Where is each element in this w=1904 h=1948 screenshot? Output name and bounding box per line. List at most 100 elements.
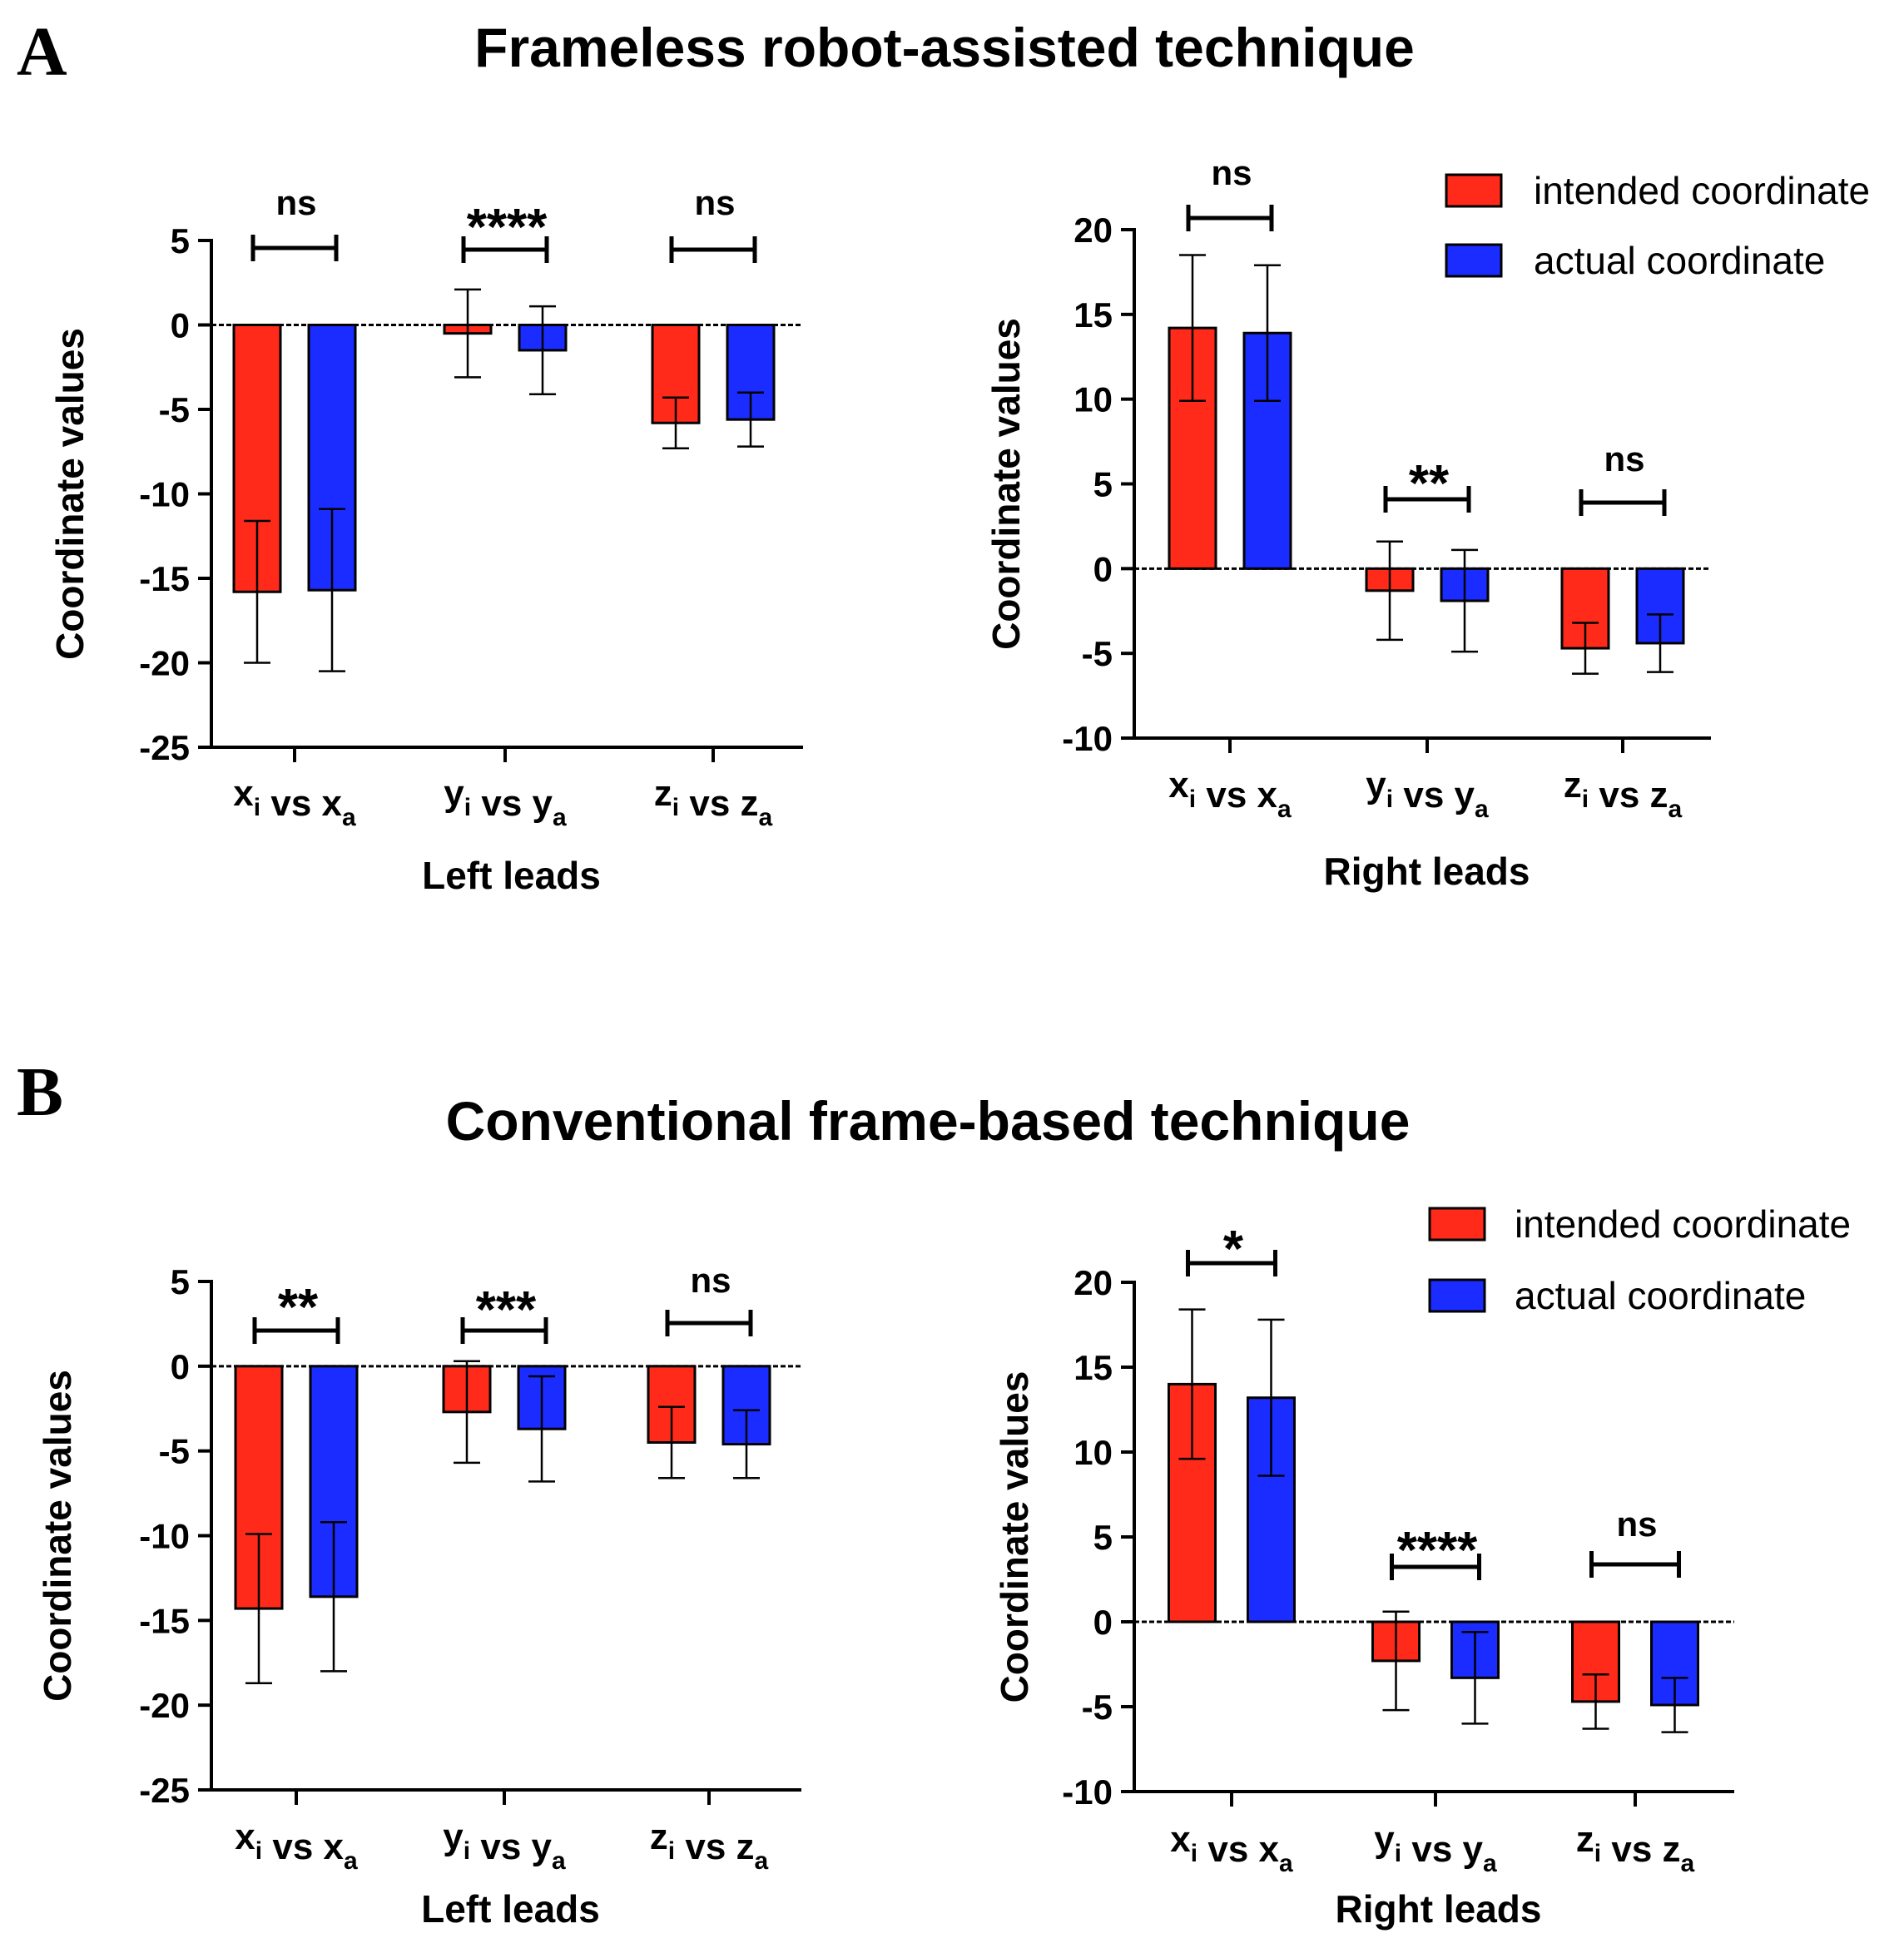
significance-bracket [1579, 489, 1667, 516]
significance-bracket [669, 236, 757, 263]
significance-label: ** [1409, 455, 1450, 513]
category-label-part: y [532, 1827, 553, 1867]
category-label-subscript: a [1483, 1850, 1497, 1877]
category-label-subscript: a [1279, 1850, 1293, 1877]
significance-bracket [1383, 486, 1471, 513]
significance-label: ns [1616, 1504, 1657, 1544]
y-tick-label: -5 [159, 390, 190, 429]
y-tick-label: -15 [139, 559, 190, 598]
category-label-part: y [533, 783, 553, 824]
category-label-part: x [1259, 1829, 1280, 1870]
legend-panel-b: intended coordinate actual coordinate [1428, 1202, 1851, 1317]
y-tick-label: -20 [139, 1686, 190, 1725]
category-label-subscript: i [254, 794, 260, 821]
y-tick-label: 0 [171, 1347, 190, 1386]
category-label-part: z [1663, 1829, 1681, 1870]
category-label: xi vs xa [1170, 1819, 1293, 1877]
category-label-part: x [1170, 1819, 1191, 1860]
panel-a-letter: A [17, 13, 67, 91]
y-tick-label: 20 [1073, 1263, 1113, 1302]
legend-swatch-intended [1428, 1207, 1486, 1242]
significance-bracket [252, 1317, 340, 1344]
category-label-part: vs [675, 1827, 736, 1867]
category-label: zi vs za [654, 773, 773, 831]
significance-bracket [1186, 205, 1274, 231]
category-label-part: y [444, 773, 464, 814]
legend-label-intended: intended coordinate [1515, 1202, 1851, 1246]
category-label: xi vs xa [1168, 765, 1292, 823]
category-label-part: y [1366, 765, 1386, 805]
significance-label: ns [690, 1261, 731, 1300]
category-label-part: y [1463, 1829, 1484, 1870]
category-label-part: z [1564, 765, 1582, 805]
y-tick-label: -25 [139, 1771, 190, 1810]
y-tick-label: 0 [171, 306, 190, 345]
category-label-part: vs [1196, 775, 1257, 815]
y-tick-label: 5 [1093, 1518, 1113, 1557]
category-label-subscript: a [759, 804, 773, 831]
y-tick-label: 0 [1093, 549, 1113, 588]
legend-swatch-intended [1445, 173, 1503, 208]
significance-label: ns [1604, 439, 1644, 478]
category-label-part: z [1650, 775, 1668, 815]
chart-a-right-leads: 20 15 10 5 0 -5 -10 Coordinate values Right lead… [984, 153, 1711, 893]
panel-b-letter: B [17, 1053, 63, 1131]
y-tick-label: 0 [1093, 1603, 1113, 1642]
category-label: yi vs ya [443, 1817, 566, 1875]
category-label-subscript: i [1189, 786, 1196, 813]
category-label-part: vs [1589, 775, 1649, 815]
y-tick-label: -10 [1062, 1772, 1113, 1812]
category-label-subscript: i [464, 1837, 470, 1865]
legend-label-intended: intended coordinate [1534, 169, 1870, 212]
category-label-part: x [324, 1827, 345, 1867]
y-tick-label: 15 [1073, 295, 1113, 335]
category-label-part: y [1374, 1819, 1395, 1860]
category-label-subscript: i [672, 794, 679, 821]
y-tick-label: 15 [1073, 1348, 1113, 1387]
legend-swatch-actual [1445, 243, 1503, 278]
y-tick-label: -10 [139, 1517, 190, 1556]
category-label-part: x [233, 773, 254, 814]
category-label-subscript: a [1277, 796, 1292, 823]
significance-bracket [461, 236, 549, 263]
category-label-subscript: a [1475, 796, 1489, 823]
significance-label: ns [694, 183, 735, 222]
significance-bracket [250, 235, 339, 261]
category-label-part: vs [262, 1827, 323, 1867]
panel-b-title: Conventional frame-based technique [446, 1090, 1411, 1152]
category-label-subscript: i [1386, 786, 1393, 813]
y-tick-label: -10 [139, 475, 190, 514]
significance-bracket [665, 1310, 753, 1336]
significance-bracket [460, 1317, 548, 1344]
category-label-part: y [443, 1817, 464, 1857]
category-label-part: x [1168, 765, 1189, 805]
category-label-subscript: a [552, 1847, 566, 1875]
category-label-part: z [736, 1827, 755, 1867]
category-label-part: vs [1401, 1829, 1462, 1870]
category-label-subscript: a [1668, 796, 1683, 823]
y-tick-label: -5 [159, 1432, 190, 1471]
category-label: yi vs ya [444, 773, 567, 831]
category-label-part: z [650, 1817, 668, 1857]
y-tick-label: 10 [1073, 380, 1113, 419]
category-label: xi vs xa [235, 1817, 358, 1875]
category-label-subscript: i [255, 1837, 262, 1865]
category-label-part: x [322, 783, 343, 824]
category-label-subscript: a [344, 1847, 358, 1875]
y-tick-label: -20 [139, 644, 190, 683]
category-label: xi vs xa [233, 773, 356, 831]
bar-actual [1635, 567, 1685, 645]
category-label: yi vs ya [1366, 765, 1489, 823]
category-label-part: z [654, 773, 672, 814]
significance-label: * [1223, 1221, 1244, 1278]
significance-label: **** [467, 199, 548, 256]
category-label-part: vs [679, 783, 740, 824]
y-tick-label: -5 [1082, 634, 1113, 673]
x-axis-title: Right leads [1336, 1887, 1542, 1931]
chart-b-left-leads: 5 0 -5 -10 -15 -20 -25 Coordinate values Left le… [36, 1261, 801, 1931]
y-tick-label: 5 [1093, 465, 1113, 504]
significance-label: ns [275, 183, 316, 222]
category-label-subscript: i [668, 1837, 675, 1865]
y-tick-label: 5 [171, 221, 190, 260]
legend-label-actual: actual coordinate [1534, 239, 1825, 282]
